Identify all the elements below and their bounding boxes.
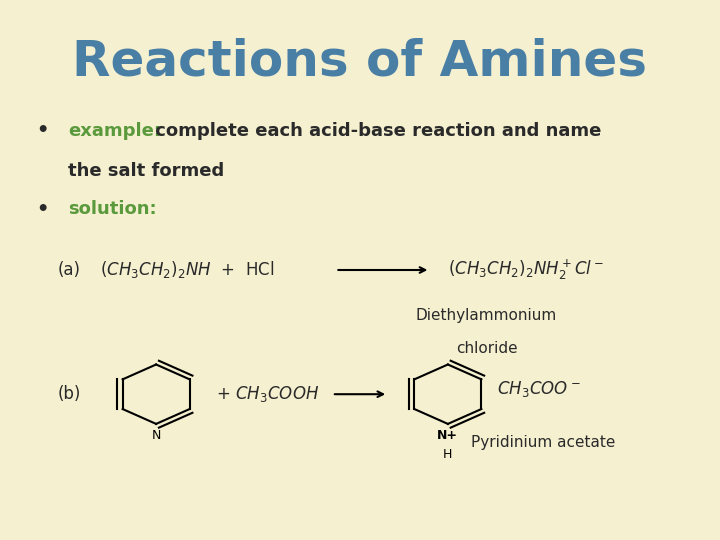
Text: Diethylammonium: Diethylammonium — [416, 308, 557, 323]
Text: example:: example: — [68, 122, 161, 139]
Text: H: H — [444, 448, 453, 461]
Text: Reactions of Amines: Reactions of Amines — [73, 38, 647, 86]
Text: complete each acid-base reaction and name: complete each acid-base reaction and nam… — [149, 122, 601, 139]
Text: solution:: solution: — [68, 200, 157, 218]
Text: $(CH_3CH_2)_2NH$  +  HCl: $(CH_3CH_2)_2NH$ + HCl — [100, 260, 274, 280]
Text: chloride: chloride — [456, 341, 518, 356]
Text: $(CH_3CH_2)_2NH_2^+Cl^-$: $(CH_3CH_2)_2NH_2^+Cl^-$ — [448, 258, 604, 282]
Text: N: N — [151, 429, 161, 442]
Text: $+\ CH_3COOH$: $+\ CH_3COOH$ — [216, 384, 319, 404]
Text: N+: N+ — [437, 429, 459, 442]
Text: (b): (b) — [58, 385, 81, 403]
Text: $CH_3COO^-$: $CH_3COO^-$ — [497, 379, 581, 399]
Text: •: • — [37, 200, 49, 219]
Text: •: • — [37, 122, 49, 140]
Text: Pyridinium acetate: Pyridinium acetate — [471, 435, 615, 450]
Text: (a): (a) — [58, 261, 81, 279]
Text: the salt formed: the salt formed — [68, 162, 225, 180]
